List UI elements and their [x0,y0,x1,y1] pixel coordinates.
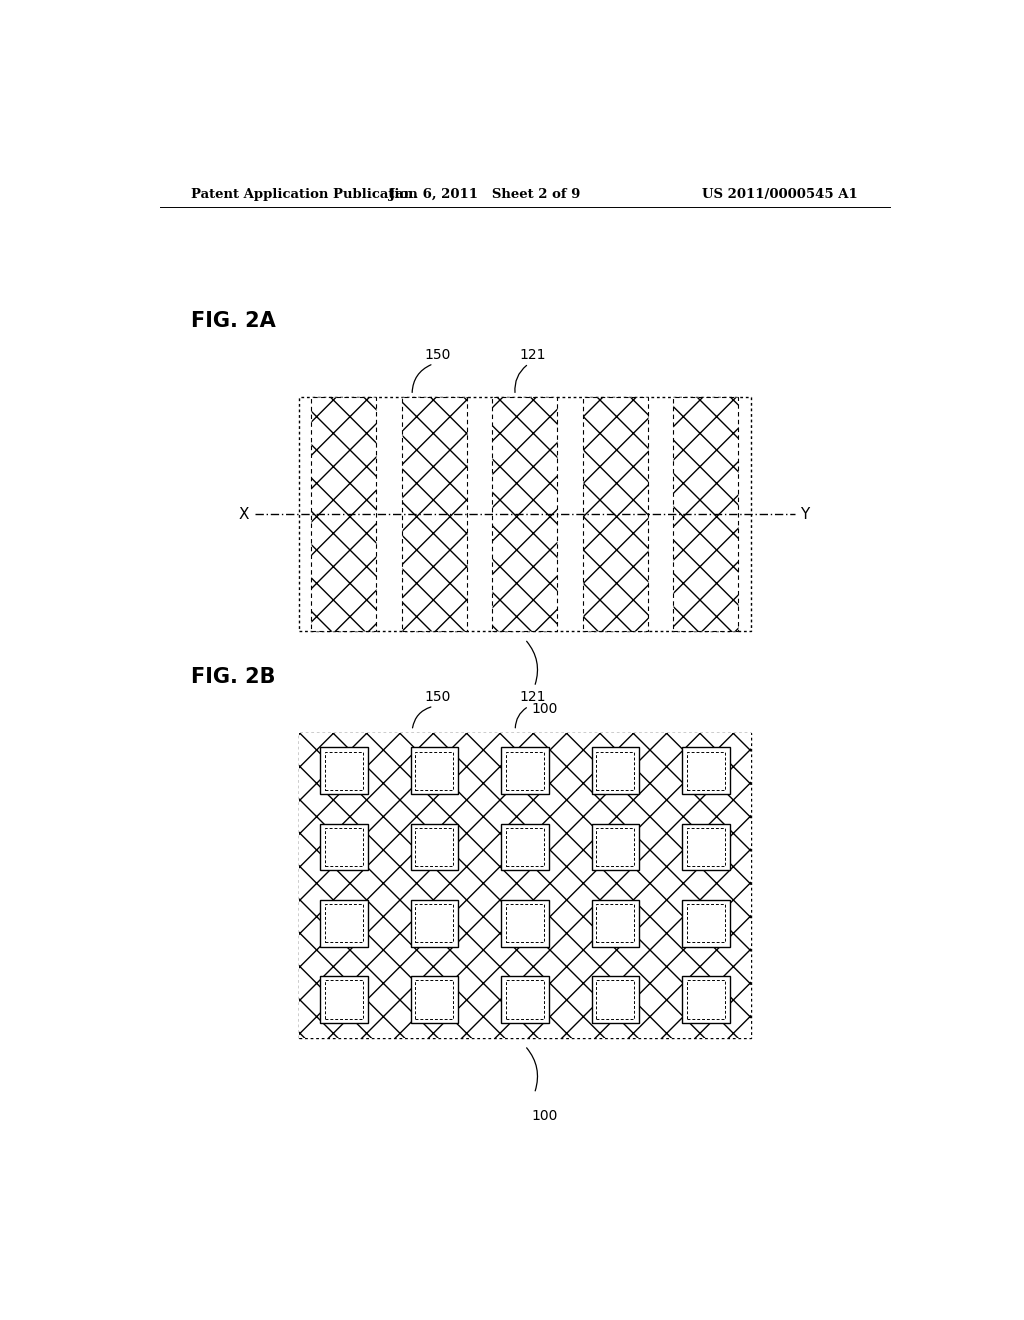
Bar [416,981,454,1019]
Text: 100: 100 [531,702,558,717]
Bar [411,824,458,870]
Bar [682,747,729,795]
Bar [321,824,368,870]
Bar [416,751,454,789]
Bar [299,733,751,1038]
Bar [325,904,362,942]
Bar [321,900,368,946]
Bar [401,397,467,631]
Text: FIG. 2A: FIG. 2A [191,312,276,331]
Bar [687,981,725,1019]
Bar [583,397,648,631]
Bar [506,751,544,789]
Bar [687,828,725,866]
Text: 150: 150 [424,347,451,362]
Bar [596,981,634,1019]
Text: Jan. 6, 2011   Sheet 2 of 9: Jan. 6, 2011 Sheet 2 of 9 [389,189,581,202]
Bar [411,747,458,795]
Bar [501,900,549,946]
Bar [493,397,557,631]
Bar [311,397,377,631]
Bar [411,900,458,946]
Bar [596,904,634,942]
Text: 121: 121 [519,347,546,362]
Text: X: X [239,507,250,521]
Text: 121: 121 [519,690,546,704]
Text: 100: 100 [531,1109,558,1123]
Bar [321,747,368,795]
Bar [592,824,639,870]
Bar [687,904,725,942]
Text: US 2011/0000545 A1: US 2011/0000545 A1 [702,189,858,202]
Bar [299,733,751,1038]
Bar [416,828,454,866]
Bar [687,751,725,789]
Bar [501,824,549,870]
Bar [682,824,729,870]
Bar [325,751,362,789]
Bar [411,977,458,1023]
Bar [325,828,362,866]
Bar [506,828,544,866]
Text: 150: 150 [424,690,451,704]
Bar [673,397,738,631]
Text: Patent Application Publication: Patent Application Publication [191,189,418,202]
Bar [501,747,549,795]
Bar [596,751,634,789]
Bar [299,397,751,631]
Bar [325,981,362,1019]
Bar [592,747,639,795]
Bar [416,904,454,942]
Bar [506,904,544,942]
Bar [682,977,729,1023]
Bar [682,900,729,946]
Bar [321,977,368,1023]
Text: FIG. 2B: FIG. 2B [191,667,276,686]
Bar [501,977,549,1023]
Bar [592,977,639,1023]
Text: Y: Y [800,507,809,521]
Bar [592,900,639,946]
Bar [596,828,634,866]
Bar [506,981,544,1019]
